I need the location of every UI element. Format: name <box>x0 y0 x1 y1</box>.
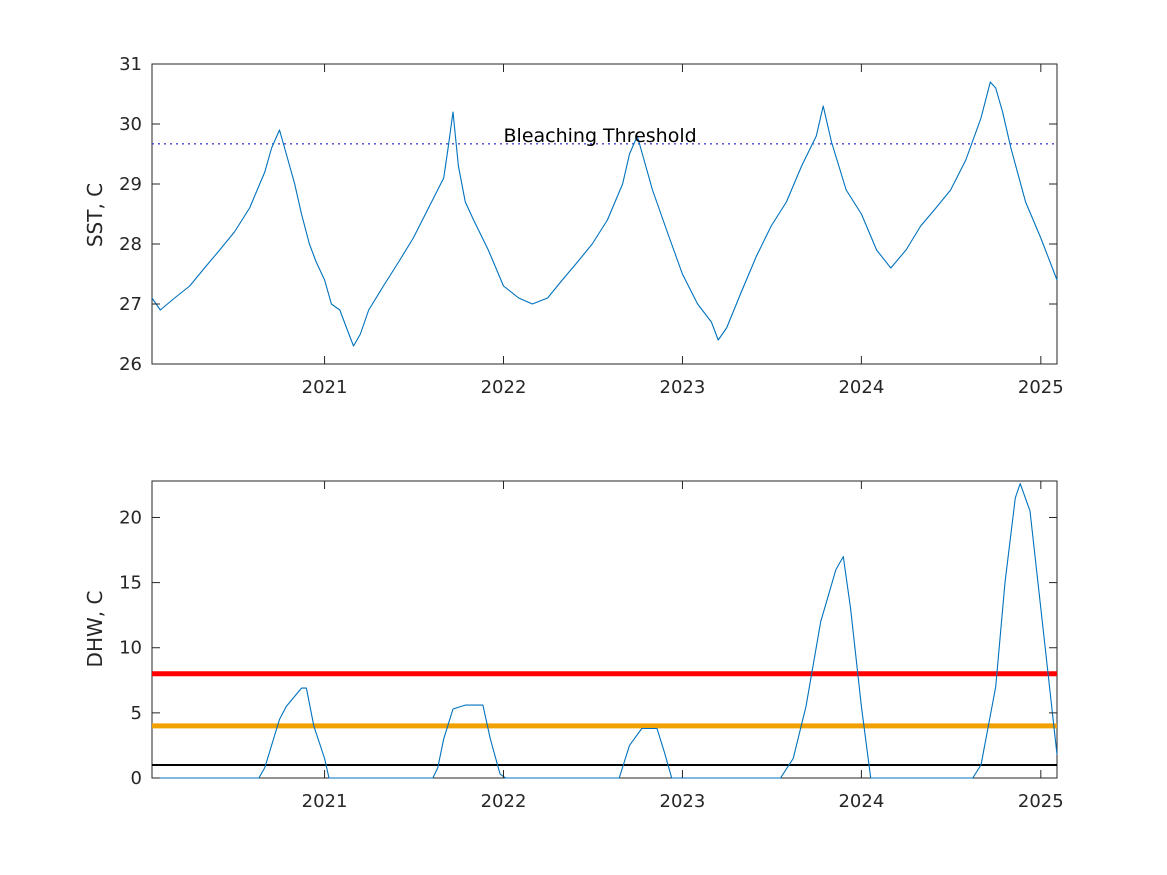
dhw-y-tick-label: 5 <box>131 703 142 724</box>
sst-y-tick-label: 26 <box>119 354 142 375</box>
sst-data-line <box>151 81 1058 347</box>
sst-y-axis-label: SST, C <box>83 183 107 247</box>
dhw-y-tick-label: 15 <box>119 573 142 594</box>
dhw-panel: DHW, C 2021 2022 2023 2024 2025 0 5 10 15 20 <box>83 480 1064 812</box>
sst-y-tick-label: 27 <box>119 294 142 315</box>
sst-x-tick-label: 2021 <box>302 377 348 398</box>
sst-x-tick-label: 2025 <box>1018 377 1064 398</box>
dhw-y-tick-label: 20 <box>119 507 142 528</box>
sst-panel: SST, C 2021 2022 2023 2024 2025 26 27 28 29 30 31 B… <box>83 54 1064 398</box>
sst-x-tick-label: 2022 <box>481 377 527 398</box>
dhw-y-tick-label: 10 <box>119 638 142 659</box>
dhw-x-tick-label: 2023 <box>660 791 706 812</box>
dhw-data-line <box>152 483 1058 779</box>
dhw-y-tick-label: 0 <box>131 768 142 789</box>
sst-y-tick-label: 30 <box>119 114 142 135</box>
sst-y-tick-label: 29 <box>119 174 142 195</box>
dhw-x-tick-label: 2024 <box>838 791 884 812</box>
dhw-y-axis-label: DHW, C <box>83 591 107 668</box>
sst-x-tick-label: 2024 <box>838 377 884 398</box>
sst-annotation-bleaching-threshold: Bleaching Threshold <box>504 125 697 147</box>
dhw-x-tick-label: 2022 <box>481 791 527 812</box>
dhw-x-tick-label: 2025 <box>1018 791 1064 812</box>
sst-x-tick-label: 2023 <box>660 377 706 398</box>
dhw-axes-box <box>151 480 1058 779</box>
sst-axes-box <box>151 63 1058 365</box>
dhw-x-tick-label: 2021 <box>302 791 348 812</box>
sst-y-tick-label: 31 <box>119 54 142 75</box>
sst-y-tick-label: 28 <box>119 234 142 255</box>
